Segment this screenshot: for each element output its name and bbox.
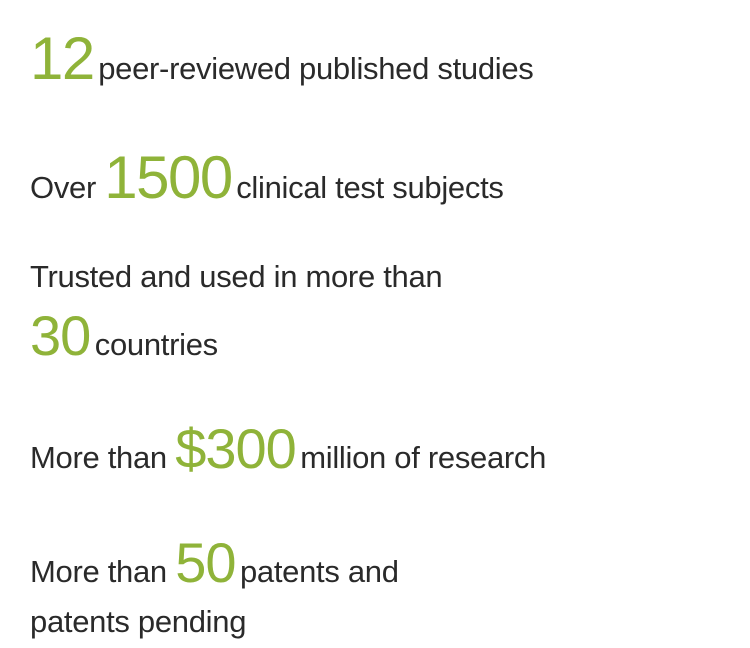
- stat-text-before: More than: [30, 554, 175, 589]
- stat-research: More than $300 million of research: [30, 411, 720, 487]
- stat-text: peer-reviewed published studies: [98, 51, 533, 86]
- stat-number: $300: [175, 417, 296, 480]
- stat-text-after: countries: [95, 327, 218, 362]
- stat-text-before: Over: [30, 170, 104, 205]
- stat-studies: 12 peer-reviewed published studies: [30, 18, 720, 99]
- stat-text-after: clinical test subjects: [236, 170, 503, 205]
- stat-patents: More than 50 patents and patents pending: [30, 525, 720, 642]
- stat-text-before: More than: [30, 440, 175, 475]
- stat-number: 50: [175, 531, 235, 594]
- stat-number: 30: [30, 304, 90, 367]
- stat-number: 1500: [104, 144, 231, 211]
- stat-text-line2: patents pending: [30, 601, 720, 643]
- stat-number: 12: [30, 25, 94, 92]
- stat-text-after: patents and: [240, 554, 399, 589]
- stat-text-after: million of research: [300, 440, 546, 475]
- stat-subjects: Over 1500 clinical test subjects: [30, 137, 720, 218]
- stat-countries: Trusted and used in more than 30 countri…: [30, 256, 720, 373]
- stat-text-line1: Trusted and used in more than: [30, 256, 720, 298]
